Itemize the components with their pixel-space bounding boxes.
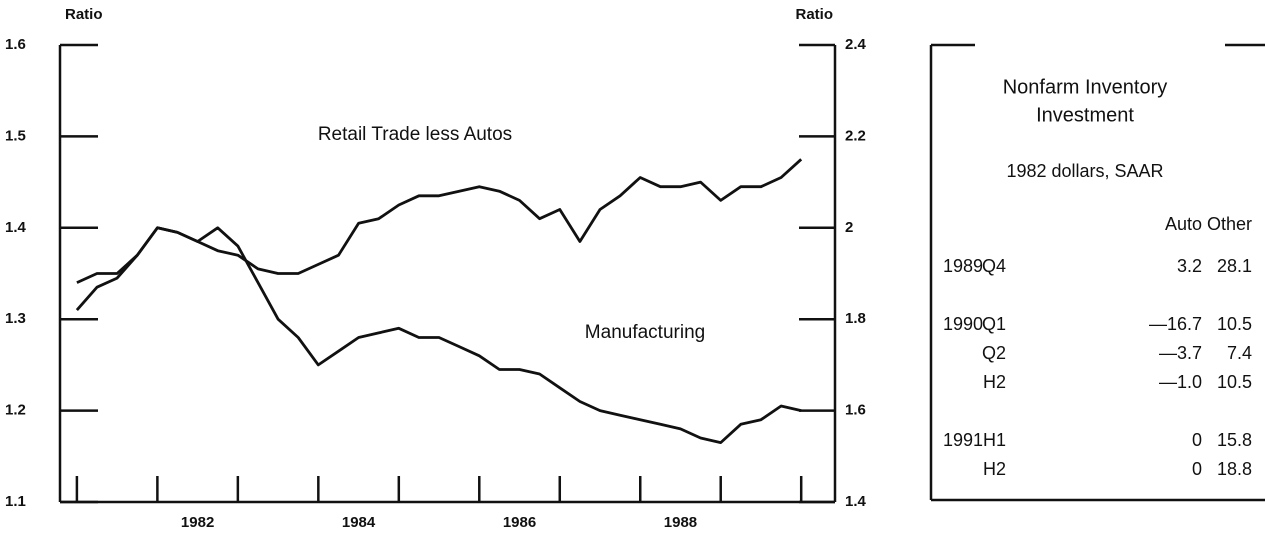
y2-tick-label: 2.2 [845, 127, 866, 144]
table-cell: —1.0 [1159, 372, 1202, 392]
series-line [75, 226, 802, 444]
row-period: Q4 [982, 256, 1006, 276]
y-tick-label: 1.3 [5, 310, 26, 327]
y2-tick-label: 1.6 [845, 402, 866, 419]
table-cell: 18.8 [1217, 459, 1252, 479]
table-cell: —3.7 [1159, 343, 1202, 363]
y2-tick-label: 1.8 [845, 310, 866, 327]
table-subtitle: 1982 dollars, SAAR [1006, 161, 1163, 181]
table-cell: 10.5 [1217, 314, 1252, 334]
series-line [76, 158, 803, 284]
y2-tick-label: 2.4 [845, 36, 867, 53]
x-tick-label: 1988 [664, 514, 697, 531]
y-tick-label: 1.4 [5, 219, 27, 236]
y-tick-label: 1.5 [5, 127, 26, 144]
column-header: Other [1207, 214, 1252, 234]
table-cell: 15.8 [1217, 430, 1252, 450]
table-cell: 7.4 [1227, 343, 1252, 363]
row-period: H2 [983, 372, 1006, 392]
table-cell: 0 [1192, 459, 1202, 479]
row-year: 1990 [943, 314, 983, 334]
row-year: 1989 [943, 256, 983, 276]
y-tick-label: 1.6 [5, 36, 26, 53]
x-tick-label: 1982 [181, 514, 214, 531]
table-cell: —16.7 [1149, 314, 1202, 334]
y-tick-label: 1.1 [5, 493, 26, 510]
table-title: Nonfarm Inventory [1003, 76, 1168, 98]
y-tick-label: 1.2 [5, 402, 26, 419]
row-period: H2 [983, 459, 1006, 479]
annotation: Manufacturing [585, 322, 705, 343]
y-axis-title: Ratio [65, 6, 103, 23]
table-title: Investment [1036, 104, 1134, 126]
y2-tick-label: 2 [845, 219, 853, 236]
row-period: H1 [983, 430, 1006, 450]
annotation: Retail Trade less Autos [318, 124, 512, 145]
row-period: Q1 [982, 314, 1006, 334]
row-year: 1991 [943, 430, 983, 450]
table-cell: 28.1 [1217, 256, 1252, 276]
table-cell: 3.2 [1177, 256, 1202, 276]
chart-frame [58, 45, 837, 504]
row-period: Q2 [982, 343, 1006, 363]
table-frame [929, 43, 1265, 502]
table-cell: 10.5 [1217, 372, 1252, 392]
y2-axis-title: Ratio [796, 6, 834, 23]
y2-tick-label: 1.4 [845, 493, 867, 510]
x-tick-label: 1986 [503, 514, 536, 531]
column-header: Auto [1165, 214, 1202, 234]
table-cell: 0 [1192, 430, 1202, 450]
x-tick-label: 1984 [342, 514, 376, 531]
